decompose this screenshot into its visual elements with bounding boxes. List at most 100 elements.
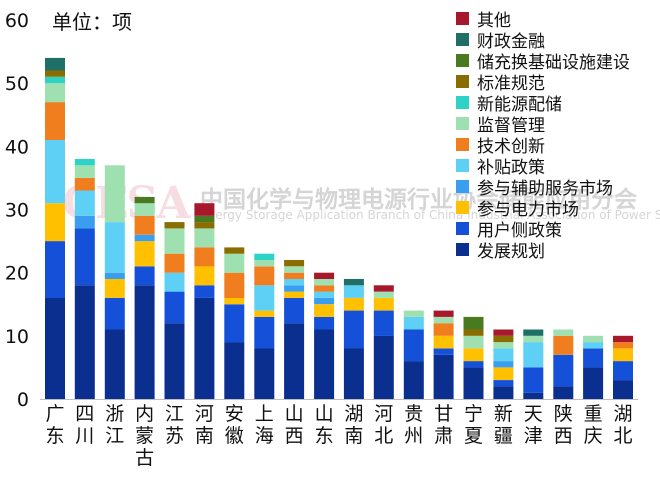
bar-segment	[194, 203, 215, 216]
bar-segment	[224, 297, 245, 305]
bar-segment	[194, 266, 215, 286]
x-tick-label: 海	[255, 425, 274, 447]
x-tick-label: 庆	[584, 425, 603, 447]
legend: 其他 财政金融 储充换基础设施建设 标准规范 新能源配储 监督管理 技术创新 补贴政策 参与辅助…	[456, 8, 630, 262]
bar-segment	[134, 215, 155, 235]
bar-segment	[523, 329, 544, 336]
bar-segment	[104, 279, 125, 298]
bar-segment	[343, 310, 364, 349]
x-tick-label: 河	[195, 403, 214, 425]
bar-segment	[493, 329, 514, 336]
legend-item: 新能源配储	[456, 92, 630, 115]
bar-segment	[74, 228, 95, 286]
y-tick-label: 20	[5, 263, 29, 285]
bar-segment	[493, 380, 514, 387]
legend-item: 参与电力市场	[456, 197, 630, 220]
bar-segment	[284, 291, 305, 298]
bar-segment	[254, 316, 275, 349]
legend-swatch	[456, 138, 469, 151]
legend-item: 用户侧政策	[456, 218, 630, 241]
legend-swatch	[456, 222, 469, 235]
bar-segment	[343, 297, 364, 311]
bar-segment	[254, 253, 275, 260]
legend-label: 财政金融	[477, 32, 545, 52]
bar-segment	[613, 348, 633, 362]
x-tick-label: 广	[45, 403, 64, 425]
bar-segment	[523, 342, 544, 368]
bar-segment	[284, 297, 305, 324]
x-tick-label: 陕	[554, 403, 573, 425]
x-tick-label: 重	[584, 403, 603, 425]
bar-segment	[164, 272, 185, 292]
bar-segment	[523, 335, 544, 343]
bar-segment	[164, 291, 185, 324]
legend-swatch	[456, 33, 469, 46]
legend-label: 其他	[477, 11, 511, 31]
legend-label: 发展规划	[477, 242, 545, 262]
bar-segment	[463, 367, 484, 399]
x-tick-label: 肃	[434, 425, 453, 447]
x-tick-label: 上	[255, 403, 274, 425]
bar-segment	[164, 323, 185, 399]
bar-segment	[74, 190, 95, 216]
x-tick-label: 江	[165, 403, 184, 425]
bar-segment	[343, 279, 364, 286]
bar-segment	[463, 335, 484, 349]
bar-segment	[314, 329, 335, 399]
bar-segment	[433, 335, 454, 349]
bar-segment	[343, 348, 364, 399]
bar-segment	[433, 354, 454, 399]
x-tick-label: 南	[344, 425, 363, 447]
bar-segment	[373, 335, 394, 399]
bar-segment	[613, 335, 633, 343]
bar-segment	[104, 329, 125, 399]
bar-segment	[613, 380, 633, 399]
bar-segment	[373, 297, 394, 311]
x-tick-label: 山	[315, 403, 334, 425]
x-tick-label: 东	[45, 425, 64, 447]
bar-segment	[403, 316, 424, 330]
bar-segment	[45, 203, 65, 242]
bar-segment	[45, 83, 65, 103]
bar-segment	[134, 285, 155, 399]
bar-segment	[224, 342, 245, 399]
legend-label: 新能源配储	[477, 95, 562, 115]
bar-segment	[433, 348, 454, 355]
bar-segment	[194, 247, 215, 267]
bar-segment	[314, 304, 335, 317]
bar-segment	[254, 285, 275, 311]
legend-swatch	[456, 96, 469, 109]
bar-segment	[104, 272, 125, 279]
bar-segment	[373, 310, 394, 336]
bar-segment	[403, 361, 424, 399]
bar-segment	[284, 260, 305, 267]
x-tick-label: 山	[285, 403, 304, 425]
bar-segment	[553, 335, 574, 355]
bar-segment	[373, 285, 394, 292]
legend-item: 标准规范	[456, 71, 630, 94]
bar-segment	[224, 272, 245, 298]
legend-swatch	[456, 12, 469, 25]
x-tick-label: 疆	[494, 425, 513, 447]
bar-segment	[403, 329, 424, 362]
legend-item: 参与辅助服务市场	[456, 176, 630, 199]
legend-label: 参与电力市场	[477, 200, 579, 220]
x-tick-label: 贵	[404, 403, 423, 425]
bar-segment	[194, 215, 215, 223]
bar-segment	[314, 291, 335, 298]
x-tick-label: 浙	[105, 403, 124, 425]
bar-segment	[493, 348, 514, 362]
bar-segment	[134, 196, 155, 204]
legend-swatch	[456, 201, 469, 214]
legend-label: 监督管理	[477, 116, 545, 136]
legend-label: 标准规范	[477, 74, 545, 94]
legend-label: 技术创新	[477, 137, 545, 157]
bar-segment	[284, 272, 305, 279]
y-tick-label: 50	[5, 73, 29, 95]
x-tick-label: 西	[554, 425, 573, 447]
bar-segment	[45, 76, 65, 84]
bar-segment	[74, 159, 95, 166]
bar-segment	[314, 272, 335, 279]
legend-item: 补贴政策	[456, 155, 630, 178]
